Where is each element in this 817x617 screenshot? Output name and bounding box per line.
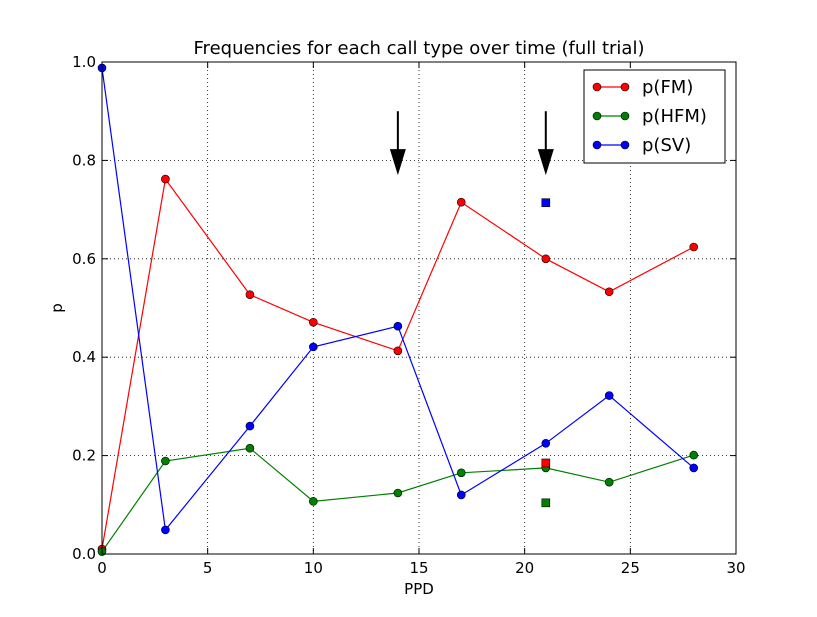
chart-title: Frequencies for each call type over time… xyxy=(194,38,645,59)
ticks: 0 5 10 15 20 25 30 0.0 0.2 0.4 0.6 0.8 1.0 xyxy=(72,53,745,577)
y-tick-label: 1.0 xyxy=(72,53,96,71)
series-point-0 xyxy=(456,197,466,207)
series-line-1 xyxy=(101,447,694,552)
series-point-0 xyxy=(161,174,170,184)
series-point-1 xyxy=(309,497,318,506)
legend-marker xyxy=(592,111,602,121)
series-point-1 xyxy=(245,443,255,453)
x-tick-label: 15 xyxy=(409,559,428,577)
x-tick-label: 5 xyxy=(203,559,213,577)
series-point-2 xyxy=(161,525,170,535)
legend-marker xyxy=(620,140,630,150)
legend-label: p(SV) xyxy=(642,135,691,156)
legend: p(FM) p(HFM) p(SV) xyxy=(583,69,726,164)
x-tick-label: 30 xyxy=(726,559,745,577)
x-tick-label: 25 xyxy=(621,559,640,577)
arrow-head xyxy=(389,149,406,176)
y-tick-label: 0.4 xyxy=(72,348,96,366)
plot-area xyxy=(97,63,699,556)
series-point-1 xyxy=(456,468,466,478)
square-marker xyxy=(541,458,551,468)
y-tick-label: 0.0 xyxy=(72,545,96,563)
series-point-0 xyxy=(541,254,551,264)
series-point-1 xyxy=(393,488,403,498)
x-axis-label: PPD xyxy=(404,580,434,598)
series-point-0 xyxy=(309,317,318,327)
series-point-1 xyxy=(161,456,170,466)
series-point-0 xyxy=(604,287,614,297)
y-tick-label: 0.2 xyxy=(72,447,96,465)
series-point-2 xyxy=(393,321,403,331)
annotations xyxy=(389,111,554,176)
legend-marker xyxy=(592,82,602,92)
series-point-2 xyxy=(245,421,255,431)
legend-marker xyxy=(620,82,630,92)
series-point-2 xyxy=(689,463,699,473)
y-tick-label: 0.8 xyxy=(72,151,96,169)
square-marker xyxy=(541,198,551,208)
arrow-head xyxy=(537,149,554,176)
y-axis-label: p xyxy=(48,303,66,313)
series-point-2 xyxy=(541,438,551,448)
series-point-2 xyxy=(456,490,466,500)
series-point-1 xyxy=(689,450,699,460)
x-tick-label: 20 xyxy=(515,559,534,577)
series-point-2 xyxy=(604,391,614,400)
legend-label: p(HFM) xyxy=(642,106,707,127)
x-tick-label: 0 xyxy=(97,559,107,577)
square-marker xyxy=(541,498,551,508)
y-tick-label: 0.6 xyxy=(72,250,96,268)
series-point-0 xyxy=(245,290,255,300)
x-tick-label: 10 xyxy=(304,559,323,577)
legend-label: p(FM) xyxy=(642,77,693,98)
legend-marker xyxy=(592,140,602,150)
series-point-0 xyxy=(689,242,699,252)
series-point-0 xyxy=(393,346,403,356)
series-point-2 xyxy=(309,342,318,352)
legend-marker xyxy=(620,111,630,121)
axes-frame xyxy=(101,61,737,555)
series-point-1 xyxy=(604,477,614,487)
